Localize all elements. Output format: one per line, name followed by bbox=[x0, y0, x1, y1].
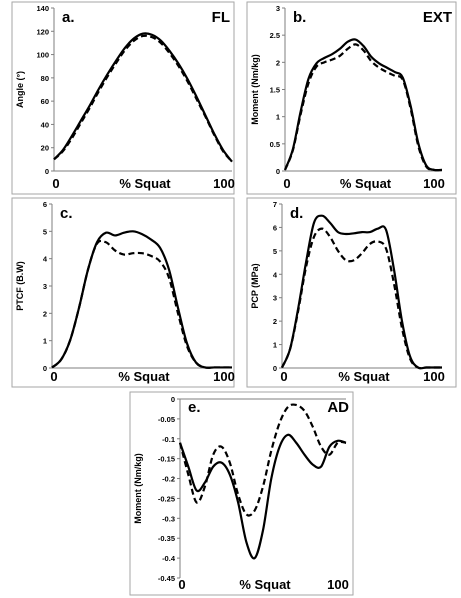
y-axis-label: PCP (MPa) bbox=[250, 263, 260, 308]
x-tick-label: 100 bbox=[213, 369, 235, 384]
panel-frame bbox=[11, 197, 235, 388]
x-tick-label: 0 bbox=[52, 176, 59, 191]
x-tick-label: 100 bbox=[327, 577, 349, 592]
y-tick-label: 2 bbox=[43, 309, 47, 318]
y-tick-label: -0.35 bbox=[158, 534, 175, 543]
panel-frame bbox=[246, 197, 457, 388]
y-axis-label: Angle (°) bbox=[15, 71, 25, 108]
corner-label: AD bbox=[327, 399, 349, 416]
y-tick-label: 0 bbox=[171, 395, 175, 404]
y-tick-label: -0.25 bbox=[158, 494, 175, 503]
x-tick-label: 100 bbox=[213, 176, 235, 191]
x-axis-label: % Squat bbox=[338, 369, 390, 384]
panel-label: c. bbox=[60, 205, 73, 222]
chart-panel-1: 0 20 40 60 80 100 120 140 0 100 % Squat Angle (°) a.… bbox=[11, 1, 235, 195]
series-line-dashed bbox=[280, 227, 442, 370]
y-tick-label: 5 bbox=[43, 227, 47, 236]
series-line-dashed bbox=[178, 403, 347, 517]
y-tick-label: 6 bbox=[43, 200, 47, 209]
y-tick-label: 20 bbox=[41, 144, 49, 153]
x-axis-label: % Squat bbox=[340, 176, 392, 191]
x-tick-label: 0 bbox=[283, 176, 290, 191]
y-tick-label: 5 bbox=[273, 247, 277, 256]
series-line-dashed bbox=[53, 34, 233, 163]
x-axis-label: % Squat bbox=[118, 369, 170, 384]
panel-label: b. bbox=[293, 9, 306, 26]
y-tick-label: -0.05 bbox=[158, 415, 175, 424]
x-tick-label: 100 bbox=[423, 176, 445, 191]
y-tick-label: 7 bbox=[273, 200, 277, 209]
y-tick-label: 3 bbox=[276, 4, 280, 13]
y-tick-label: 3 bbox=[43, 282, 47, 291]
chart-panel-4: 0 1 2 3 4 5 6 7 0 100 % Squat PCP (MPa) d. bbox=[246, 197, 457, 388]
y-tick-label: 1 bbox=[273, 341, 277, 350]
y-tick-label: -0.3 bbox=[162, 514, 175, 523]
y-tick-label: 100 bbox=[36, 51, 49, 60]
y-tick-label: 0 bbox=[43, 364, 47, 373]
y-tick-label: 120 bbox=[36, 27, 49, 36]
chart-panel-3: 0 1 2 3 4 5 6 0 100 % Squat PTCF (B.W) c. bbox=[11, 197, 235, 388]
corner-label: EXT bbox=[423, 9, 452, 26]
x-tick-label: 0 bbox=[280, 369, 287, 384]
y-tick-label: 0.5 bbox=[270, 140, 280, 149]
y-tick-label: -0.4 bbox=[162, 554, 176, 563]
panel-label: a. bbox=[62, 9, 75, 26]
y-tick-label: 0 bbox=[273, 364, 277, 373]
panel-label: e. bbox=[188, 399, 201, 416]
y-tick-label: -0.45 bbox=[158, 574, 175, 583]
y-axis-label: PTCF (B.W) bbox=[15, 261, 25, 311]
y-axis-label: Moment (Nm/kg) bbox=[250, 54, 260, 125]
x-axis-label: % Squat bbox=[119, 176, 171, 191]
y-tick-label: 1.5 bbox=[270, 86, 280, 95]
y-tick-label: 1 bbox=[43, 337, 47, 346]
y-tick-label: 2 bbox=[273, 317, 277, 326]
y-tick-label: 6 bbox=[273, 223, 277, 232]
y-tick-label: 40 bbox=[41, 120, 49, 129]
y-tick-label: 2.5 bbox=[270, 31, 280, 40]
series-line-dashed bbox=[283, 43, 443, 172]
y-tick-label: -0.1 bbox=[162, 435, 175, 444]
y-tick-label: 2 bbox=[276, 58, 280, 67]
x-tick-label: 0 bbox=[178, 577, 185, 592]
y-tick-label: 4 bbox=[43, 255, 48, 264]
y-tick-label: 60 bbox=[41, 97, 49, 106]
y-tick-label: 4 bbox=[273, 270, 278, 279]
x-tick-label: 0 bbox=[50, 369, 57, 384]
series-line-solid bbox=[280, 214, 442, 370]
panel-frame bbox=[129, 391, 354, 596]
chart-panel-2: 0 0.5 1 1.5 2 2.5 3 0 100 % Squat Moment (Nm/kg) b.… bbox=[246, 1, 457, 195]
y-tick-label: -0.15 bbox=[158, 455, 175, 464]
corner-label: FL bbox=[212, 9, 230, 26]
x-axis-label: % Squat bbox=[239, 577, 291, 592]
y-tick-label: 140 bbox=[36, 4, 49, 13]
y-tick-label: 1 bbox=[276, 113, 280, 122]
x-tick-label: 100 bbox=[423, 369, 445, 384]
y-axis-label: Moment (Nm/kg) bbox=[133, 453, 143, 524]
y-tick-label: 0 bbox=[276, 167, 280, 176]
y-tick-label: -0.2 bbox=[162, 475, 175, 484]
chart-panel-5: -0.45 -0.4 -0.35 -0.3 -0.25 -0.2 -0.15 -0.1 -0.0… bbox=[129, 391, 354, 596]
panel-label: d. bbox=[290, 205, 303, 222]
series-line-dashed bbox=[51, 239, 232, 369]
y-tick-label: 3 bbox=[273, 294, 277, 303]
y-tick-label: 80 bbox=[41, 74, 49, 83]
panel-frame bbox=[246, 1, 457, 195]
y-tick-label: 0 bbox=[45, 167, 49, 176]
